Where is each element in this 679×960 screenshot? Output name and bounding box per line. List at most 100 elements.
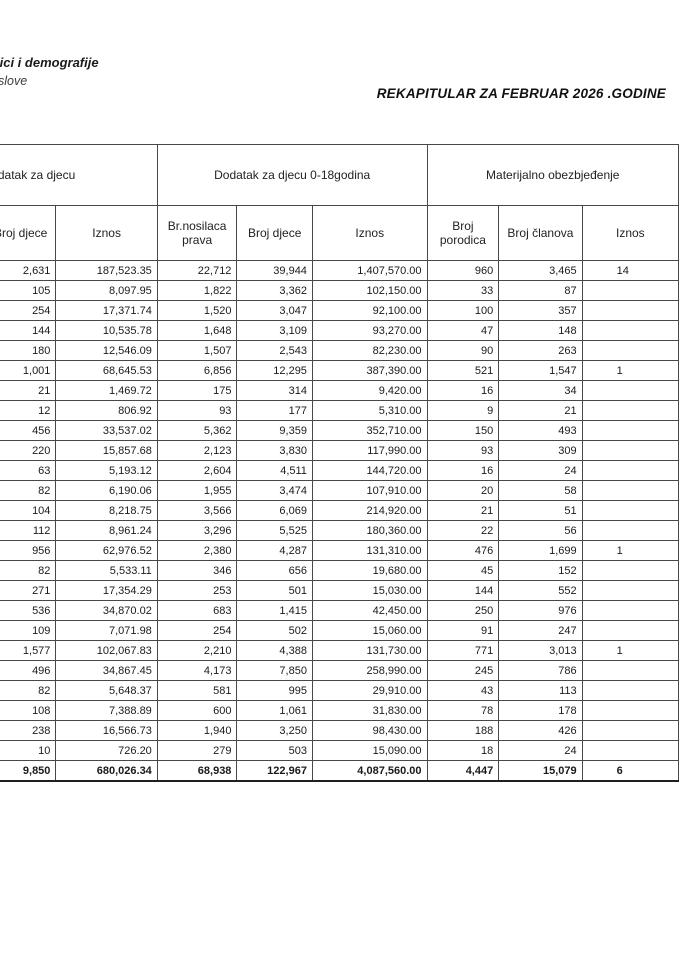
table-cell: 9,850 <box>0 760 57 782</box>
table-cell: 91 <box>426 620 500 641</box>
table-cell: 426 <box>498 720 583 741</box>
table-cell: 683 <box>156 600 238 621</box>
table-cell: 501 <box>236 580 313 601</box>
table-cell <box>581 460 679 481</box>
table-column-header: Broj djece <box>0 205 57 261</box>
table-cell: 806.92 <box>55 400 158 421</box>
table-cell: 1,648 <box>156 320 238 341</box>
table-cell: 105 <box>0 280 57 301</box>
table-row: 63 5,193.12 2,604 4,511 144,720.00 16 24 <box>0 460 679 481</box>
table-cell: 3,047 <box>236 300 313 321</box>
table-row: 104 8,218.75 3,566 6,069 214,920.00 21 51 <box>0 500 679 521</box>
table-cell: 1,940 <box>156 720 238 741</box>
table-cell: 357 <box>498 300 583 321</box>
table-cell: 7,071.98 <box>55 620 158 641</box>
table-cell: 2,543 <box>236 340 313 361</box>
table-cell: 1,469.72 <box>55 380 158 401</box>
table-cell: 144 <box>426 580 500 601</box>
table-cell: 51 <box>498 500 583 521</box>
table-row: 82 6,190.06 1,955 3,474 107,910.00 20 58 <box>0 480 679 501</box>
table-cell <box>581 400 679 421</box>
table-cell: 87 <box>498 280 583 301</box>
table-row: 271 17,354.29 253 501 15,030.00 144 552 <box>0 580 679 601</box>
table-cell: 15,090.00 <box>311 740 428 761</box>
table-cell: 1 <box>581 640 679 661</box>
table-cell: 3,250 <box>236 720 313 741</box>
table-cell: 1,415 <box>236 600 313 621</box>
table-column-header: Iznos <box>311 205 428 261</box>
table-cell: 6,069 <box>236 500 313 521</box>
table-cell: 5,193.12 <box>55 460 158 481</box>
table-cell: 3,465 <box>498 260 583 281</box>
table-cell: 78 <box>426 700 500 721</box>
table-cell: 956 <box>0 540 57 561</box>
table-cell: 131,730.00 <box>311 640 428 661</box>
table-cell: 177 <box>236 400 313 421</box>
table-cell: 175 <box>156 380 238 401</box>
table-cell: 9 <box>426 400 500 421</box>
table-cell: 314 <box>236 380 313 401</box>
table-cell <box>581 580 679 601</box>
table-cell: 45 <box>426 560 500 581</box>
table-row: 180 12,546.09 1,507 2,543 82,230.00 90 263 <box>0 340 679 361</box>
table-cell: 214,920.00 <box>311 500 428 521</box>
table-cell: 1,061 <box>236 700 313 721</box>
table-cell: 771 <box>426 640 500 661</box>
table-cell: 5,525 <box>236 520 313 541</box>
table-cell: 15,857.68 <box>55 440 158 461</box>
table-cell <box>581 680 679 701</box>
table-cell: 68,938 <box>156 760 238 782</box>
table-cell: 476 <box>426 540 500 561</box>
table-row: 144 10,535.78 1,648 3,109 93,270.00 47 148 <box>0 320 679 341</box>
table-column-header: Broj članova <box>498 205 583 261</box>
table-cell: 521 <box>426 360 500 381</box>
table-cell: 21 <box>426 500 500 521</box>
table-cell <box>581 440 679 461</box>
table-cell: 3,830 <box>236 440 313 461</box>
table-cell: 1,955 <box>156 480 238 501</box>
table-cell: 254 <box>156 620 238 641</box>
table-cell: 16,566.73 <box>55 720 158 741</box>
table-cell: 117,990.00 <box>311 440 428 461</box>
table-cell: 148 <box>498 320 583 341</box>
table-cell: 12,546.09 <box>55 340 158 361</box>
table-cell: 150 <box>426 420 500 441</box>
table-cell: 1,577 <box>0 640 57 661</box>
table-cell: 2,210 <box>156 640 238 661</box>
table-row: 2,631 187,523.35 22,712 39,944 1,407,570.00 9… <box>0 260 679 281</box>
table-cell: 19,680.00 <box>311 560 428 581</box>
table-cell <box>581 380 679 401</box>
table-cell: 220 <box>0 440 57 461</box>
table-cell <box>581 500 679 521</box>
table-cell: 20 <box>426 480 500 501</box>
table-cell: 1,001 <box>0 360 57 381</box>
table-row: 956 62,976.52 2,380 4,287 131,310.00 476 1,699… <box>0 540 679 561</box>
table-cell: 5,310.00 <box>311 400 428 421</box>
table-cell: 62,976.52 <box>55 540 158 561</box>
table-row: 254 17,371.74 1,520 3,047 92,100.00 100 357 <box>0 300 679 321</box>
table-cell: 93 <box>426 440 500 461</box>
table-cell: 6,190.06 <box>55 480 158 501</box>
table-cell: 15,060.00 <box>311 620 428 641</box>
table-cell: 122,967 <box>236 760 313 782</box>
table-cell: 16 <box>426 460 500 481</box>
table-cell: 178 <box>498 700 583 721</box>
table-cell: 9,359 <box>236 420 313 441</box>
table-cell: 1 <box>581 360 679 381</box>
table-cell: 187,523.35 <box>55 260 158 281</box>
table-cell: 82 <box>0 480 57 501</box>
table-group-header: Dodatak za djecu <box>0 144 158 206</box>
table-cell: 12,295 <box>236 360 313 381</box>
table-cell: 93 <box>156 400 238 421</box>
table-cell: 33,537.02 <box>55 420 158 441</box>
table-cell: 786 <box>498 660 583 681</box>
table-cell: 98,430.00 <box>311 720 428 741</box>
table-cell: 8,097.95 <box>55 280 158 301</box>
table-cell: 29,910.00 <box>311 680 428 701</box>
table-cell: 536 <box>0 600 57 621</box>
table-row: 21 1,469.72 175 314 9,420.00 16 34 <box>0 380 679 401</box>
table-column-header: Br.nosilaca prava <box>156 205 238 261</box>
